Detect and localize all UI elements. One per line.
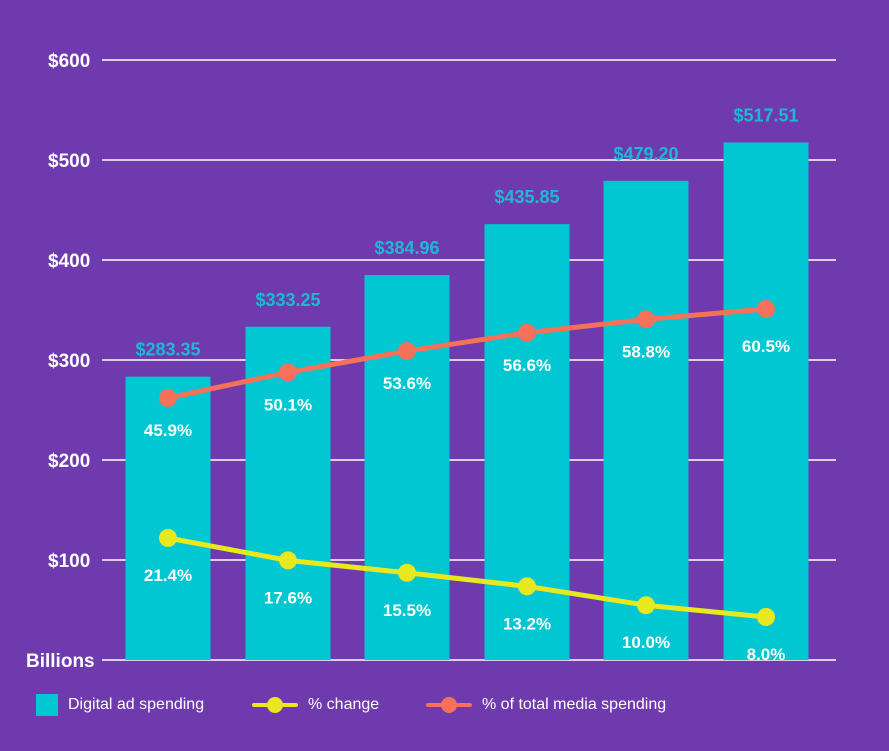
change-line xyxy=(167,535,767,620)
change-point xyxy=(518,577,536,596)
bar-value-label: $384.96 xyxy=(374,238,439,258)
change-value-label: 10.0% xyxy=(622,633,670,652)
y-axis-unit-label: Billions xyxy=(26,651,95,672)
y-tick-label: $100 xyxy=(48,551,90,572)
share-value-label: 58.8% xyxy=(622,342,670,361)
share-value-label: 50.1% xyxy=(264,395,312,414)
share-line xyxy=(167,306,767,401)
change-point xyxy=(279,551,297,570)
bar xyxy=(245,326,331,660)
share-value-label: 53.6% xyxy=(383,374,431,393)
bar-value-label: $333.25 xyxy=(255,290,320,310)
chart-legend: Digital ad spending % change % of total … xyxy=(36,690,856,720)
legend-label: Digital ad spending xyxy=(68,696,205,713)
legend-swatch-yellow-line xyxy=(252,694,298,716)
y-tick-label: $400 xyxy=(48,251,90,272)
change-point xyxy=(757,608,775,626)
legend-swatch-bar xyxy=(36,694,58,716)
legend-label: % change xyxy=(308,696,380,713)
share-value-label: 56.6% xyxy=(503,356,551,375)
y-tick-label: $200 xyxy=(48,451,90,472)
change-point xyxy=(159,529,177,547)
bar xyxy=(603,180,689,661)
change-value-label: 21.4% xyxy=(144,566,192,585)
bar xyxy=(364,275,450,660)
bar-value-label: $283.35 xyxy=(135,340,200,360)
bar-value-label: $435.85 xyxy=(494,187,559,207)
share-value-label: 45.9% xyxy=(144,421,192,440)
change-point xyxy=(637,596,655,615)
bar-value-label: $517.51 xyxy=(733,105,798,125)
change-value-label: 17.6% xyxy=(264,588,312,607)
share-value-label: 60.5% xyxy=(742,337,790,356)
legend-label: % of total media spending xyxy=(482,696,667,713)
bar xyxy=(723,142,809,661)
share-point xyxy=(279,363,297,382)
legend-item-change: % change xyxy=(252,690,379,720)
y-tick-label: $300 xyxy=(48,351,90,372)
share-point xyxy=(398,342,416,361)
share-point xyxy=(518,323,536,342)
change-value-label: 13.2% xyxy=(503,614,551,633)
change-point xyxy=(398,563,416,582)
legend-item-digital-ad-spending: Digital ad spending xyxy=(36,690,204,720)
y-tick-label: $500 xyxy=(48,151,90,172)
y-tick-label: $600 xyxy=(48,51,90,72)
share-point xyxy=(637,310,655,329)
share-point xyxy=(159,389,177,407)
legend-item-share-of-media: % of total media spending xyxy=(426,690,666,720)
change-value-label: 15.5% xyxy=(383,601,431,620)
change-value-label: 8.0% xyxy=(747,645,786,664)
legend-swatch-coral-line xyxy=(426,694,472,716)
share-point xyxy=(757,300,775,318)
chart-plot: $100 $200 $300 $400 $500 $600 Billions $283.35 $… xyxy=(26,51,836,672)
bar-value-label: $479.20 xyxy=(613,144,678,164)
bar xyxy=(125,376,211,660)
